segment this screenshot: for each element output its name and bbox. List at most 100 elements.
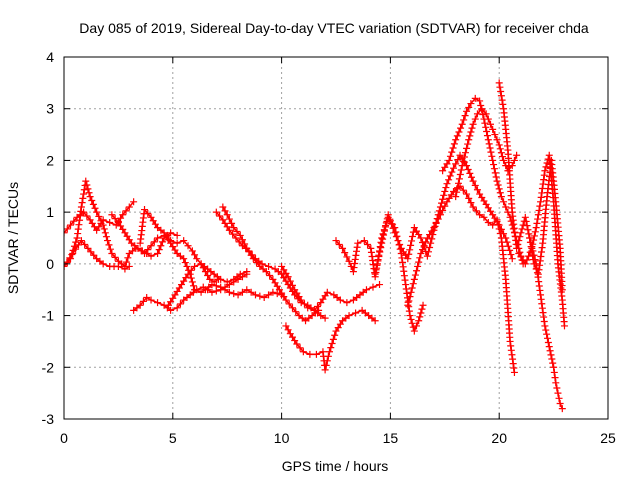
data-point xyxy=(176,300,184,308)
data-point xyxy=(456,170,464,178)
y-tick-label: 3 xyxy=(46,101,54,117)
data-point xyxy=(100,225,108,233)
data-point xyxy=(545,343,553,351)
data-point xyxy=(480,213,488,221)
data-point xyxy=(418,246,426,254)
data-point xyxy=(405,297,413,305)
data-point xyxy=(189,282,197,290)
series-arc-b xyxy=(64,177,181,270)
data-point xyxy=(399,258,407,266)
data-point xyxy=(467,100,475,108)
data-point xyxy=(317,312,325,320)
data-point xyxy=(372,266,380,274)
data-point xyxy=(459,157,467,165)
data-point xyxy=(540,313,548,321)
data-point xyxy=(121,265,129,273)
x-tick-label: 5 xyxy=(169,430,177,446)
data-point xyxy=(396,240,404,248)
data-point xyxy=(481,119,489,127)
data-point xyxy=(495,79,503,87)
data-point xyxy=(379,235,387,243)
data-point xyxy=(465,194,473,202)
data-point xyxy=(413,267,421,275)
data-point xyxy=(197,288,205,296)
data-point xyxy=(494,181,502,189)
data-point xyxy=(450,140,458,148)
data-point xyxy=(513,151,521,159)
data-point xyxy=(537,252,545,260)
data-point xyxy=(527,238,535,246)
data-point xyxy=(536,286,544,294)
data-point xyxy=(73,234,81,242)
data-point xyxy=(484,136,492,144)
data-point xyxy=(225,226,233,234)
data-point xyxy=(424,248,432,256)
data-point xyxy=(446,172,454,180)
data-point xyxy=(516,233,524,241)
series-arc-j xyxy=(278,262,384,314)
data-point xyxy=(468,124,476,132)
data-point xyxy=(300,300,308,308)
data-point xyxy=(436,211,444,219)
y-tick-label: 4 xyxy=(46,49,54,65)
data-point xyxy=(495,141,503,149)
series-arc-p xyxy=(452,105,521,201)
data-point xyxy=(122,207,130,215)
data-point xyxy=(406,246,414,254)
data-point xyxy=(524,226,532,234)
data-point xyxy=(221,286,229,294)
data-point xyxy=(232,234,240,242)
y-tick-label: -1 xyxy=(42,308,55,324)
data-point xyxy=(537,291,545,299)
data-point xyxy=(354,239,362,247)
data-point xyxy=(139,297,147,305)
data-point xyxy=(229,230,237,238)
data-point xyxy=(497,92,505,100)
data-point xyxy=(441,187,449,195)
data-point xyxy=(350,264,358,272)
data-point xyxy=(463,190,471,198)
data-point xyxy=(496,229,504,237)
data-point xyxy=(114,262,122,270)
data-point xyxy=(323,288,331,296)
data-point xyxy=(499,100,507,108)
data-point xyxy=(507,346,515,354)
data-point xyxy=(362,286,370,294)
data-point xyxy=(77,203,85,211)
data-point xyxy=(147,252,155,260)
data-point xyxy=(236,231,244,239)
data-point xyxy=(497,87,505,95)
data-point xyxy=(322,361,330,369)
data-point xyxy=(537,198,545,206)
data-series xyxy=(64,79,568,413)
data-point xyxy=(417,250,425,258)
data-point xyxy=(352,251,360,259)
data-point xyxy=(506,246,514,254)
data-point xyxy=(550,363,558,371)
data-point xyxy=(147,296,155,304)
data-point xyxy=(80,186,88,194)
data-point xyxy=(400,272,408,280)
data-point xyxy=(489,156,497,164)
data-point xyxy=(102,233,110,241)
data-point xyxy=(458,162,466,170)
data-point xyxy=(392,233,400,241)
series-arc-k xyxy=(282,306,379,374)
series-arc-n xyxy=(404,182,518,376)
series-trace xyxy=(407,185,516,373)
data-point xyxy=(173,231,181,239)
data-point xyxy=(341,249,349,257)
data-point xyxy=(95,212,103,220)
data-point xyxy=(387,220,395,228)
data-point xyxy=(533,219,541,227)
data-point xyxy=(489,125,497,133)
data-point xyxy=(463,144,471,152)
data-point xyxy=(88,197,96,205)
data-point xyxy=(76,216,84,224)
data-point xyxy=(296,344,304,352)
data-point xyxy=(467,199,475,207)
data-point xyxy=(472,207,480,215)
data-point xyxy=(497,149,505,157)
data-point xyxy=(67,221,75,229)
